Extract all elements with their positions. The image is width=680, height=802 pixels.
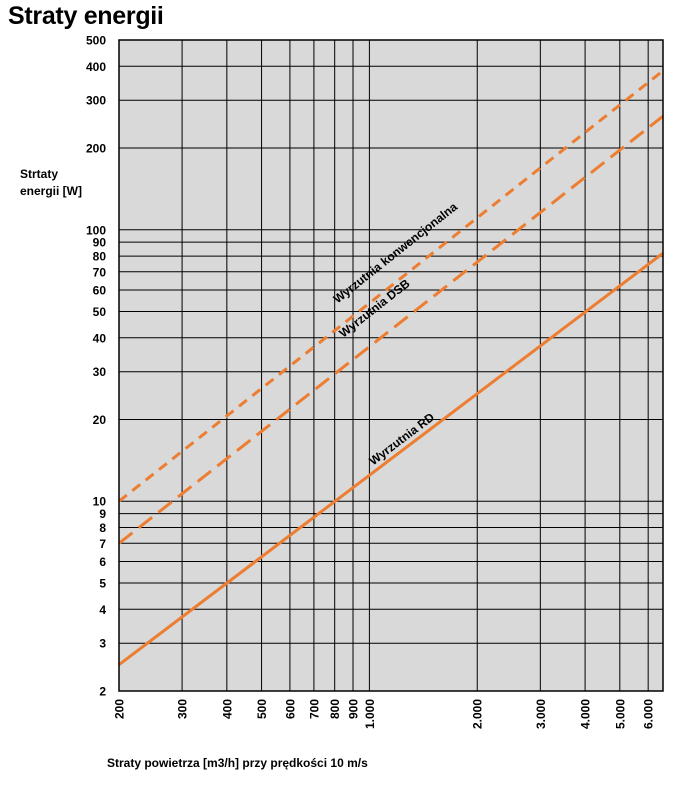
x-tick-labels: 200 300 400 500 600 700 800 900 1.000 2.000 3.000 4… bbox=[113, 699, 656, 729]
series-line-3 bbox=[118, 251, 664, 666]
plot-border bbox=[118, 39, 664, 692]
y-tick-label: 6 bbox=[99, 555, 106, 569]
y-tick-label: 70 bbox=[93, 265, 107, 279]
y-tick-label: 5 bbox=[99, 576, 106, 590]
y-tick-label: 3 bbox=[99, 637, 106, 651]
x-tick-label: 500 bbox=[255, 699, 269, 719]
y-tick-label: 500 bbox=[86, 34, 106, 48]
y-tick-label: 400 bbox=[86, 60, 106, 74]
plot-area bbox=[119, 40, 663, 691]
y-axis-label-line-2: energii [W] bbox=[20, 184, 82, 198]
y-tick-label: 30 bbox=[93, 365, 107, 379]
x-tick-label: 200 bbox=[113, 699, 127, 719]
x-tick-label: 2.000 bbox=[471, 699, 485, 729]
y-tick-label: 80 bbox=[93, 250, 107, 264]
y-tick-label: 10 bbox=[93, 495, 107, 509]
series-line-1 bbox=[118, 69, 664, 503]
x-tick-label: 4.000 bbox=[579, 699, 593, 729]
y-tick-label: 50 bbox=[93, 305, 107, 319]
y-tick-label: 100 bbox=[86, 223, 106, 237]
page-title: Straty energii bbox=[8, 2, 164, 30]
x-tick-label: 800 bbox=[328, 699, 342, 719]
x-tick-label: 600 bbox=[283, 699, 297, 719]
y-tick-label: 4 bbox=[99, 603, 106, 617]
x-tick-label: 5.000 bbox=[613, 699, 627, 729]
y-axis-label: Strtaty energii [W] bbox=[20, 166, 100, 200]
y-tick-label: 200 bbox=[86, 142, 106, 156]
x-tick-label: 1.000 bbox=[363, 699, 377, 729]
series-line-2 bbox=[118, 115, 664, 545]
y-tick-label: 90 bbox=[93, 236, 107, 250]
x-tick-label: 6.000 bbox=[642, 699, 656, 729]
y-gridlines bbox=[119, 39, 663, 692]
y-tick-label: 300 bbox=[86, 94, 106, 108]
y-axis-label-line-1: Strtaty bbox=[20, 167, 59, 181]
x-tick-label: 400 bbox=[220, 699, 234, 719]
series-layer bbox=[118, 69, 664, 666]
y-tick-label: 8 bbox=[99, 521, 106, 535]
y-tick-label: 60 bbox=[93, 283, 107, 297]
x-tick-label: 300 bbox=[176, 699, 190, 719]
x-axis-label: Straty powietrza [m3/h] przy prędkości 1… bbox=[107, 756, 368, 770]
x-tick-label: 900 bbox=[347, 699, 361, 719]
y-tick-label: 7 bbox=[99, 537, 106, 551]
y-tick-label: 20 bbox=[93, 413, 107, 427]
y-tick-label: 40 bbox=[93, 331, 107, 345]
x-tick-label: 3.000 bbox=[534, 699, 548, 729]
y-tick-label: 9 bbox=[99, 507, 106, 521]
y-tick-label: 2 bbox=[99, 685, 106, 699]
x-tick-label: 700 bbox=[307, 699, 321, 719]
